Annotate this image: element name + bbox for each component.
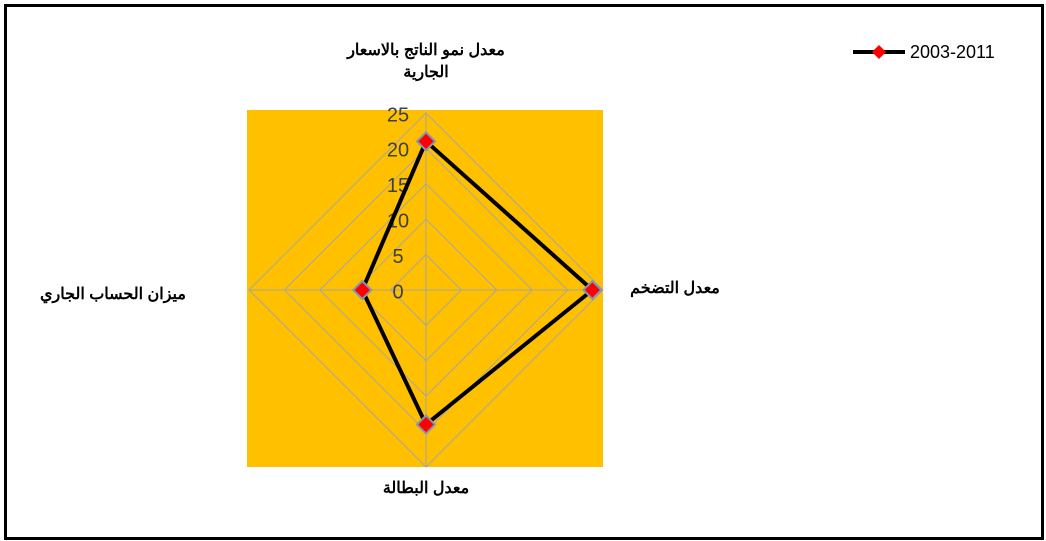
data-point <box>351 279 373 301</box>
category-label: معدل البطالة <box>382 480 470 497</box>
tick-label: 0 <box>392 281 403 303</box>
category-label: ميزان الحساب الجاري <box>40 286 186 303</box>
plot-area <box>247 110 603 467</box>
legend-label: 2003-2011 <box>910 42 995 62</box>
data-point <box>581 279 603 301</box>
chart-frame <box>4 4 1044 540</box>
tick-label: 25 <box>387 104 409 126</box>
category-label: معدل التضخم <box>630 280 720 297</box>
data-point <box>415 130 437 152</box>
data-point <box>415 414 437 435</box>
tick-label: 20 <box>387 140 409 162</box>
category-label: معدل نمو الناتج بالاسعار الجارية <box>347 42 505 81</box>
legend-marker <box>872 45 886 59</box>
tick-label: 5 <box>392 246 403 268</box>
